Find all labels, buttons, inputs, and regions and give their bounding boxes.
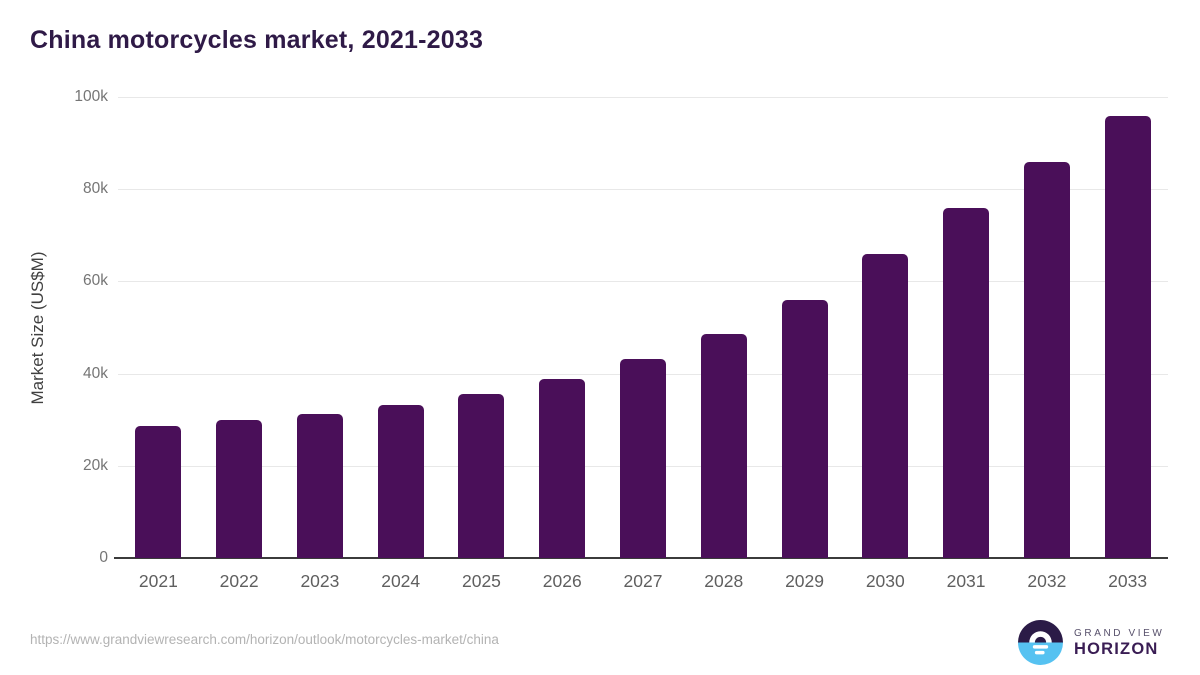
x-tick-2027: 2027 bbox=[623, 571, 663, 591]
y-tick-20k: 20k bbox=[83, 456, 108, 474]
bar-2024[interactable] bbox=[377, 404, 424, 558]
logo-brand-name: GRAND VIEW bbox=[1074, 627, 1165, 639]
plot-area bbox=[114, 97, 1168, 559]
x-tick-2029: 2029 bbox=[785, 571, 824, 591]
x-tick-2026: 2026 bbox=[542, 571, 582, 591]
bar-2022[interactable] bbox=[216, 420, 263, 558]
x-tick-2031: 2031 bbox=[946, 571, 986, 591]
bar-2027[interactable] bbox=[620, 359, 666, 558]
gridline-80k bbox=[118, 189, 1168, 191]
gridline-60k bbox=[118, 281, 1168, 283]
grand-view-horizon-logo: GRAND VIEW HORIZON bbox=[1018, 620, 1164, 665]
x-tick-2021: 2021 bbox=[138, 571, 178, 591]
y-tick-80k: 80k bbox=[83, 180, 108, 198]
bar-2026[interactable] bbox=[539, 379, 586, 558]
x-tick-2025: 2025 bbox=[461, 571, 501, 591]
bar-2029[interactable] bbox=[781, 300, 828, 558]
y-tick-100k: 100k bbox=[74, 88, 108, 105]
x-tick-2022: 2022 bbox=[219, 571, 259, 591]
x-tick-2030: 2030 bbox=[865, 571, 905, 591]
x-axis-line bbox=[114, 557, 1168, 559]
logo-text: GRAND VIEW HORIZON bbox=[1074, 627, 1164, 659]
x-tick-2024: 2024 bbox=[381, 571, 421, 591]
y-tick-40k: 40k bbox=[83, 364, 108, 382]
x-tick-2028: 2028 bbox=[704, 571, 744, 591]
bar-2033[interactable] bbox=[1104, 115, 1151, 558]
bar-2025[interactable] bbox=[458, 393, 505, 558]
x-tick-2023: 2023 bbox=[300, 571, 340, 591]
bar-2031[interactable] bbox=[943, 208, 990, 558]
chart-title: China motorcycles market, 2021-2033 bbox=[30, 26, 484, 54]
y-axis-title: Market Size (US$M) bbox=[28, 251, 47, 405]
horizon-sun-icon bbox=[1018, 620, 1063, 665]
bar-2032[interactable] bbox=[1023, 161, 1070, 558]
logo-product-name: HORIZON bbox=[1074, 639, 1159, 658]
y-tick-0: 0 bbox=[99, 549, 108, 566]
x-tick-2033: 2033 bbox=[1108, 571, 1148, 591]
bar-2028[interactable] bbox=[700, 333, 747, 558]
gridline-100k bbox=[118, 97, 1168, 98]
x-tick-2032: 2032 bbox=[1027, 571, 1067, 591]
bar-2030[interactable] bbox=[862, 253, 909, 558]
bar-2021[interactable] bbox=[135, 425, 182, 558]
bar-2023[interactable] bbox=[296, 413, 343, 558]
source-url: https://www.grandviewresearch.com/horizo… bbox=[30, 632, 499, 647]
y-tick-60k: 60k bbox=[83, 272, 108, 290]
